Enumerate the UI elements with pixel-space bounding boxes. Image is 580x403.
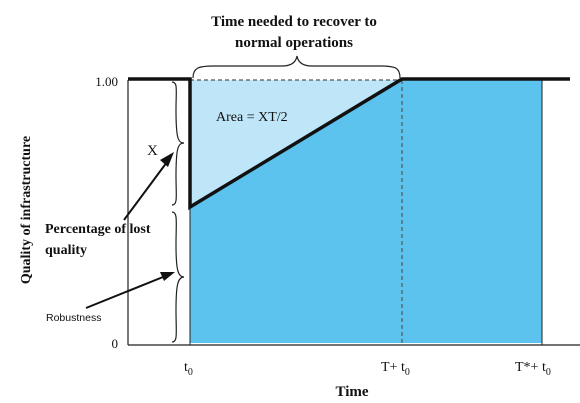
recovered-region [402,80,542,210]
robustness-brace [171,211,185,343]
title-line-2: normal operations [235,35,353,51]
lost-quality-arrow [123,157,171,221]
lost-quality-label-line-1: Percentage of lost [45,222,151,237]
lost-quality-label-line-2: quality [45,243,87,258]
robustness-arrow [85,274,169,309]
x-tick-t-plus-t0: T+ t0 [381,360,410,378]
robustness-arrowhead [160,272,175,281]
title-line-1: Time needed to recover to [211,14,377,30]
y-tick-top: 1.00 [95,74,118,89]
x-axis-label: Time [335,384,368,400]
x-brace [171,81,185,206]
recovery-time-brace [192,55,401,79]
y-axis-label: Quality of infrastructure [19,136,34,284]
robustness-region [190,207,542,343]
x-label: X [147,143,158,159]
area-label: Area = XT/2 [216,110,288,125]
y-tick-bottom: 0 [112,336,119,351]
x-tick-tstar-plus-t0: T*+ t0 [515,360,551,378]
x-tick-t0: t0 [184,360,193,378]
robustness-label: Robustness [46,312,101,324]
lost-quality-arrowhead [160,152,174,167]
quality-curve [128,77,570,211]
